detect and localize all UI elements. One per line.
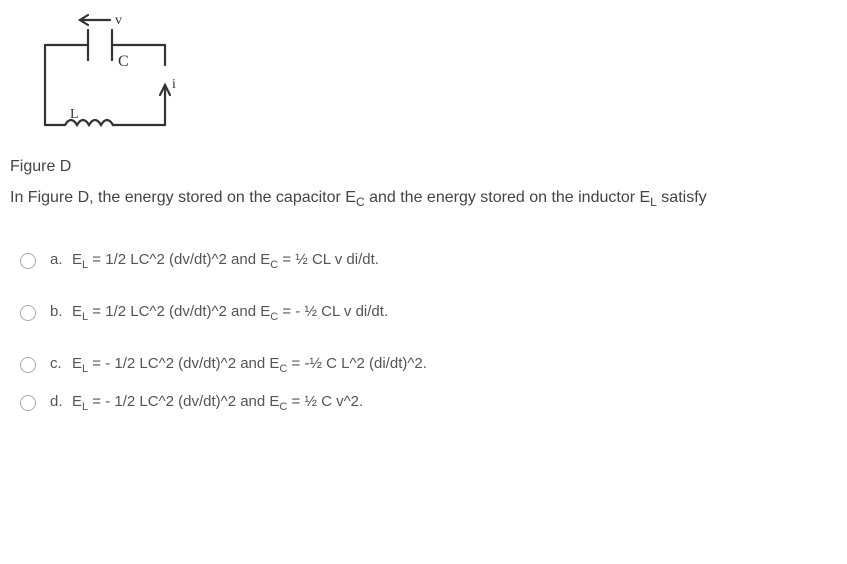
option-c[interactable]: c. EL = - 1/2 LC^2 (dv/dt)^2 and EC = -½…: [20, 355, 837, 375]
option-formula: EL = - 1/2 LC^2 (dv/dt)^2 and EC = -½ C …: [72, 355, 427, 375]
q-mid: and the energy stored on the inductor E: [365, 189, 651, 206]
label-v: v: [115, 13, 122, 28]
q-prefix: In Figure D, the energy stored on the ca…: [10, 189, 356, 206]
options-group: a. EL = 1/2 LC^2 (dv/dt)^2 and EC = ½ CL…: [20, 251, 837, 413]
figure-label: Figure D: [10, 158, 837, 176]
option-b[interactable]: b. EL = 1/2 LC^2 (dv/dt)^2 and EC = - ½ …: [20, 303, 837, 323]
q-suffix: satisfy: [657, 189, 707, 206]
option-a[interactable]: a. EL = 1/2 LC^2 (dv/dt)^2 and EC = ½ CL…: [20, 251, 837, 271]
option-formula: EL = 1/2 LC^2 (dv/dt)^2 and EC = - ½ CL …: [72, 303, 388, 323]
option-letter: d.: [50, 393, 72, 410]
option-d[interactable]: d. EL = - 1/2 LC^2 (dv/dt)^2 and EC = ½ …: [20, 393, 837, 413]
question-text: In Figure D, the energy stored on the ca…: [10, 186, 837, 211]
label-l: L: [70, 107, 79, 122]
option-letter: c.: [50, 355, 72, 372]
q-sub2: L: [650, 195, 657, 209]
radio-icon[interactable]: [20, 305, 36, 321]
option-letter: a.: [50, 251, 72, 268]
option-formula: EL = - 1/2 LC^2 (dv/dt)^2 and EC = ½ C v…: [72, 393, 363, 413]
label-c: C: [118, 53, 129, 70]
option-formula: EL = 1/2 LC^2 (dv/dt)^2 and EC = ½ CL v …: [72, 251, 379, 271]
circuit-diagram: v C i L: [10, 10, 190, 150]
radio-icon[interactable]: [20, 357, 36, 373]
label-i: i: [172, 77, 176, 92]
radio-icon[interactable]: [20, 395, 36, 411]
radio-icon[interactable]: [20, 253, 36, 269]
option-letter: b.: [50, 303, 72, 320]
q-sub1: C: [356, 195, 365, 209]
